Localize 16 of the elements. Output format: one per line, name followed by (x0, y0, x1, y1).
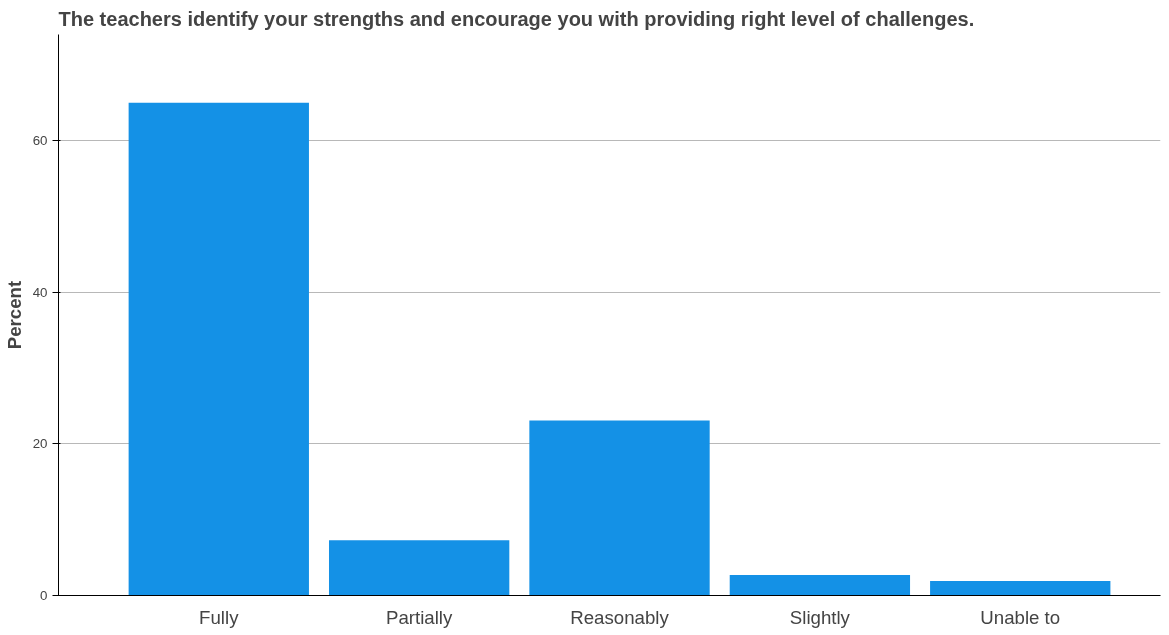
bar (128, 102, 309, 596)
bar (529, 420, 710, 596)
y-tick-label: 20 (32, 436, 48, 452)
bar (328, 540, 510, 596)
x-tick-label: Unable to (980, 606, 1061, 628)
y-axis-title: Percent (3, 280, 25, 350)
y-tick-label: 0 (40, 588, 48, 603)
y-tick-label: 60 (32, 133, 48, 149)
x-tick-label: Reasonably (570, 606, 670, 628)
chart-title: The teachers identify your strengths and encourage you with providing right level of challenges. (58, 7, 975, 30)
bar (930, 581, 1111, 596)
bar (729, 575, 911, 596)
x-tick-label: Fully (199, 606, 240, 628)
x-tick-label: Partially (385, 606, 453, 628)
y-tick-label: 40 (32, 284, 48, 300)
x-tick-label: Slightly (789, 606, 851, 628)
